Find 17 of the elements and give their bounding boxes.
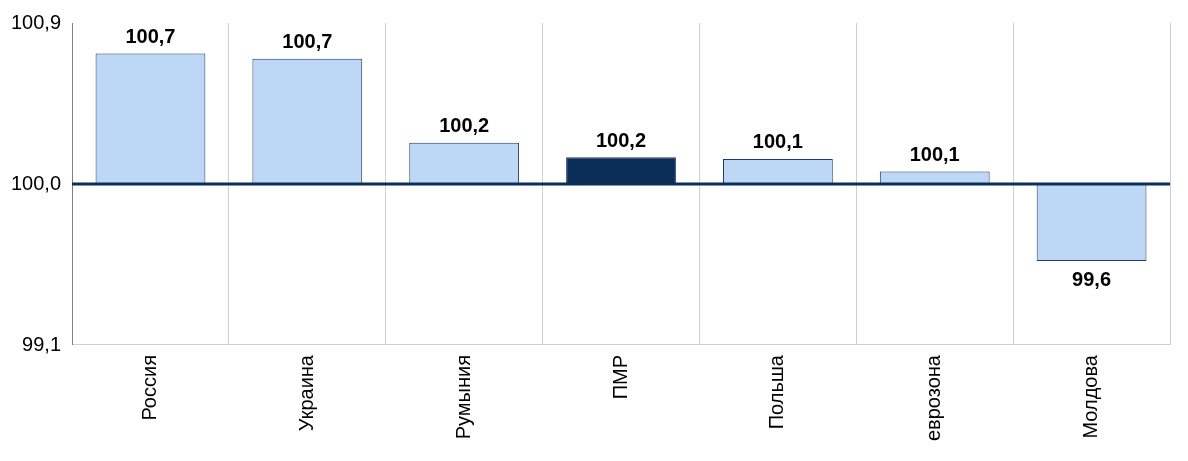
data-label: 100,1 bbox=[909, 142, 960, 165]
data-label: 100,2 bbox=[439, 114, 490, 137]
y-tick-label: 100,0 bbox=[10, 171, 62, 194]
x-tick-label: ПМР bbox=[608, 354, 631, 400]
data-label: 99,6 bbox=[1072, 268, 1112, 291]
data-label: 100,7 bbox=[282, 30, 333, 53]
x-tick-label: Молдова bbox=[1079, 354, 1102, 439]
data-label: 100,2 bbox=[595, 128, 647, 151]
x-tick-label: еврозона bbox=[922, 354, 945, 442]
data-label: 100,1 bbox=[752, 130, 803, 153]
x-tick-label: Украина bbox=[294, 354, 317, 432]
x-tick-label: Румыния bbox=[451, 354, 474, 440]
y-tick-label: 100,9 bbox=[10, 10, 62, 33]
y-tick-label: 99,1 bbox=[22, 332, 62, 355]
data-label: 100,7 bbox=[125, 24, 176, 47]
x-tick-label: Польша bbox=[765, 354, 788, 430]
x-tick-label: Россия bbox=[137, 354, 160, 421]
